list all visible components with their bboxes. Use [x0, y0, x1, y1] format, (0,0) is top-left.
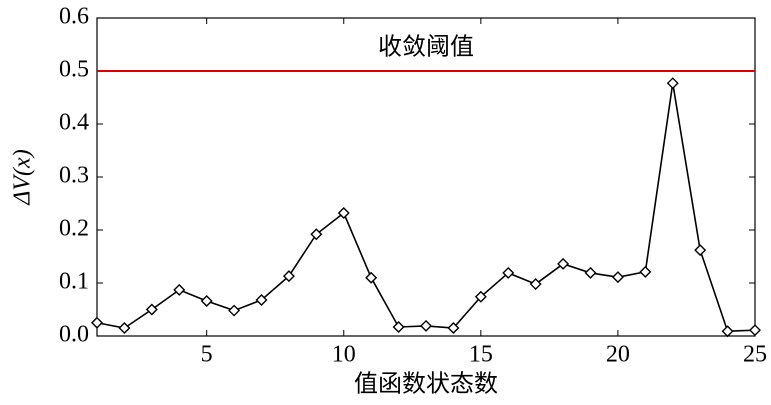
- marker: [255, 293, 268, 306]
- y-tick-label: 0.5: [59, 57, 89, 83]
- x-tick-label: 15: [469, 342, 493, 368]
- marker: [228, 304, 241, 317]
- y-tick-label: 0.6: [59, 4, 89, 30]
- y-tick-label: 0.0: [59, 322, 89, 348]
- y-tick-label: 0.1: [59, 269, 89, 295]
- marker: [145, 303, 158, 316]
- marker: [173, 283, 186, 296]
- marker: [337, 207, 350, 220]
- x-tick-label: 5: [201, 342, 213, 368]
- marker: [200, 295, 213, 308]
- marker: [749, 324, 761, 337]
- marker: [282, 270, 295, 283]
- x-tick-label: 25: [743, 342, 767, 368]
- marker: [639, 265, 652, 278]
- y-axis-label: ΔV(x): [10, 149, 36, 205]
- x-axis-label: 值函数状态数: [354, 371, 498, 398]
- x-tick-label: 20: [606, 342, 630, 368]
- marker: [529, 278, 542, 291]
- y-tick-label: 0.2: [59, 216, 89, 242]
- plot-frame: [96, 17, 756, 337]
- marker: [310, 228, 323, 241]
- y-tick-label: 0.3: [59, 163, 89, 189]
- marker: [584, 266, 597, 279]
- marker: [611, 271, 624, 284]
- marker: [420, 319, 432, 332]
- y-tick-label: 0.4: [59, 110, 89, 136]
- marker: [365, 271, 378, 284]
- marker: [392, 321, 405, 333]
- data-line: [96, 83, 756, 333]
- marker: [557, 257, 570, 270]
- threshold-label: 收敛阈值: [378, 34, 474, 61]
- marker: [118, 322, 131, 335]
- marker: [694, 244, 707, 257]
- marker: [474, 290, 487, 303]
- marker: [447, 322, 460, 335]
- x-tick-label: 10: [332, 342, 356, 368]
- marker: [91, 316, 103, 329]
- marker: [502, 266, 515, 279]
- marker: [666, 77, 679, 90]
- marker: [721, 325, 734, 338]
